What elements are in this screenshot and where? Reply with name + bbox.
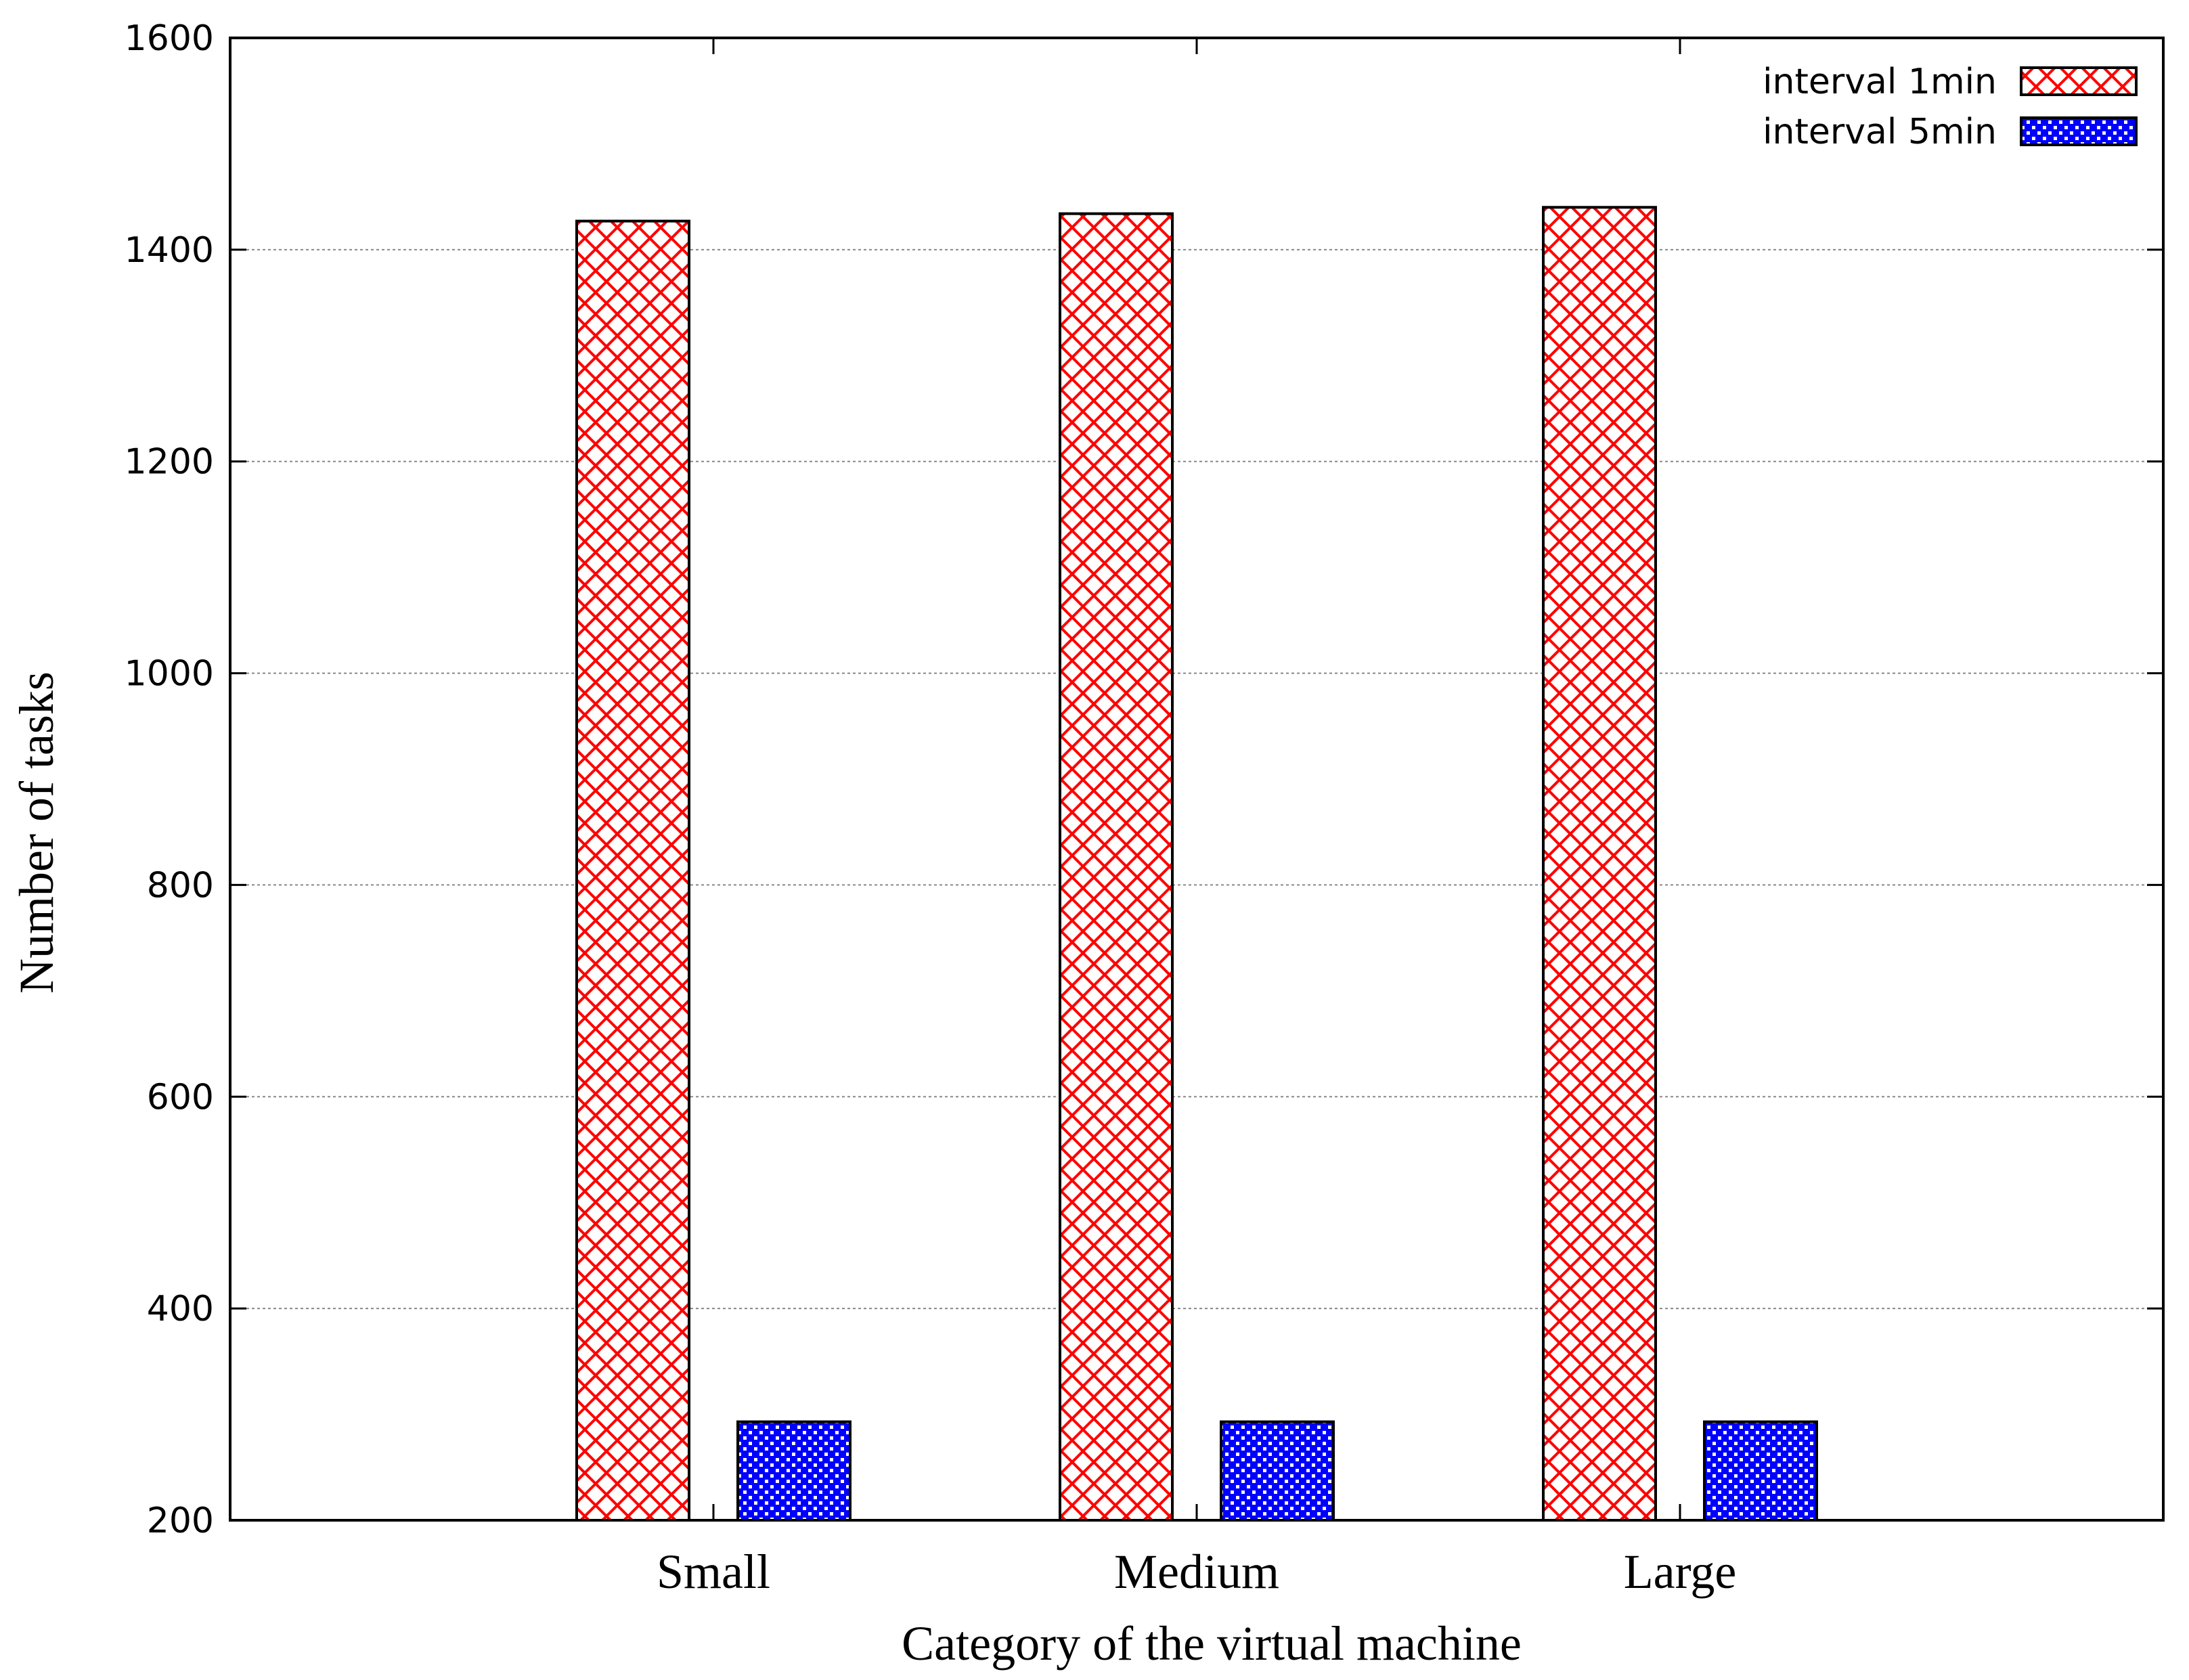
bar-large-series-1: [1542, 206, 1657, 1522]
x-axis-title: Category of the virtual machine: [902, 1616, 1522, 1671]
y-tick-label: 1400: [125, 230, 214, 271]
bar-medium-series-1: [1059, 212, 1174, 1522]
y-tick-label: 200: [147, 1501, 214, 1541]
grid-lines: [230, 248, 2163, 1310]
legend-swatch-2: [2020, 116, 2138, 146]
x-tick-label: Small: [657, 1545, 770, 1599]
y-tick-label: 1200: [125, 442, 214, 483]
y-tick-label: 1600: [125, 18, 214, 59]
y-tick-label: 400: [147, 1289, 214, 1329]
x-tick-label: Medium: [1114, 1545, 1279, 1599]
legend-label-2: interval 5min: [1763, 112, 1997, 152]
y-tick-label: 800: [147, 865, 214, 906]
y-tick-label: 1000: [125, 654, 214, 694]
y-tick-label: 600: [147, 1077, 214, 1118]
y-axis-title: Number of tasks: [9, 671, 64, 994]
x-tick-label: Large: [1624, 1545, 1737, 1599]
legend-label-1: interval 1min: [1763, 62, 1997, 102]
bar-medium-series-2: [1220, 1420, 1335, 1522]
legend-swatch-1: [2020, 66, 2138, 96]
bars: [575, 206, 1818, 1522]
axes: [229, 37, 2165, 1522]
bar-small-series-1: [575, 219, 690, 1522]
bar-small-series-2: [736, 1420, 852, 1522]
tick-labels: 200 400 600 800 1000 1200 1400 1600 Small Medium L…: [125, 18, 1737, 1599]
legend: interval 1min interval 5min: [1763, 62, 2138, 152]
plot-frame: [229, 37, 2165, 1522]
bar-large-series-2: [1703, 1420, 1818, 1522]
